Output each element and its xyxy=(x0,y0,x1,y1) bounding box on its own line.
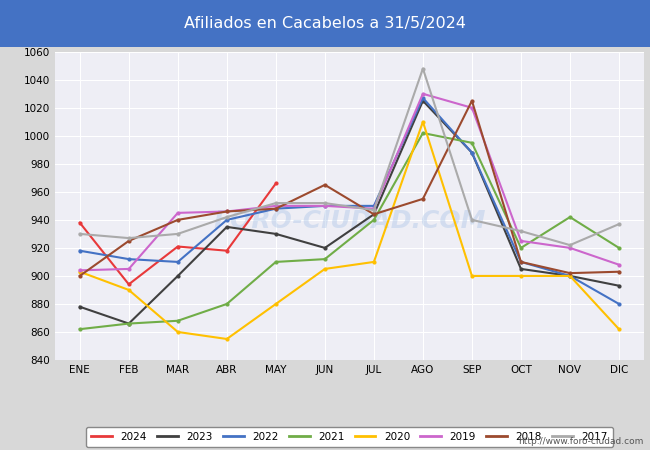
Legend: 2024, 2023, 2022, 2021, 2020, 2019, 2018, 2017: 2024, 2023, 2022, 2021, 2020, 2019, 2018… xyxy=(86,427,613,447)
Text: http://www.foro-ciudad.com: http://www.foro-ciudad.com xyxy=(518,436,644,446)
Text: Afiliados en Cacabelos a 31/5/2024: Afiliados en Cacabelos a 31/5/2024 xyxy=(184,16,466,31)
Text: FORO-CIUDAD.COM: FORO-CIUDAD.COM xyxy=(213,209,486,233)
